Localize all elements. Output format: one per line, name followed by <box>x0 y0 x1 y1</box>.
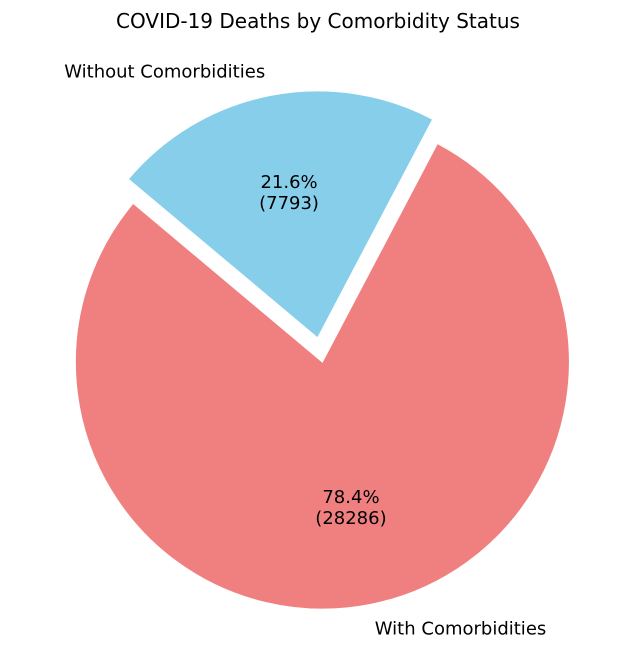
pie-slices <box>74 90 570 610</box>
chart-title: COVID-19 Deaths by Comorbidity Status <box>116 9 520 33</box>
slice-percent-label-2: 21.6% <box>260 172 317 193</box>
slice-category-label-1: With Comorbidities <box>375 619 546 640</box>
pie-labels: 78.4%(28286) With Comorbidities 21.6%(7793… <box>64 61 546 639</box>
slice-value-label-1: (28286) <box>315 508 386 529</box>
slice-percent-label-1: 78.4% <box>322 487 379 508</box>
slice-value-label-2: (7793) <box>259 193 319 214</box>
pie-slice-1 <box>74 142 570 610</box>
slice-category-label-2: Without Comorbidities <box>64 61 265 82</box>
pie-slice-2 <box>127 90 434 339</box>
